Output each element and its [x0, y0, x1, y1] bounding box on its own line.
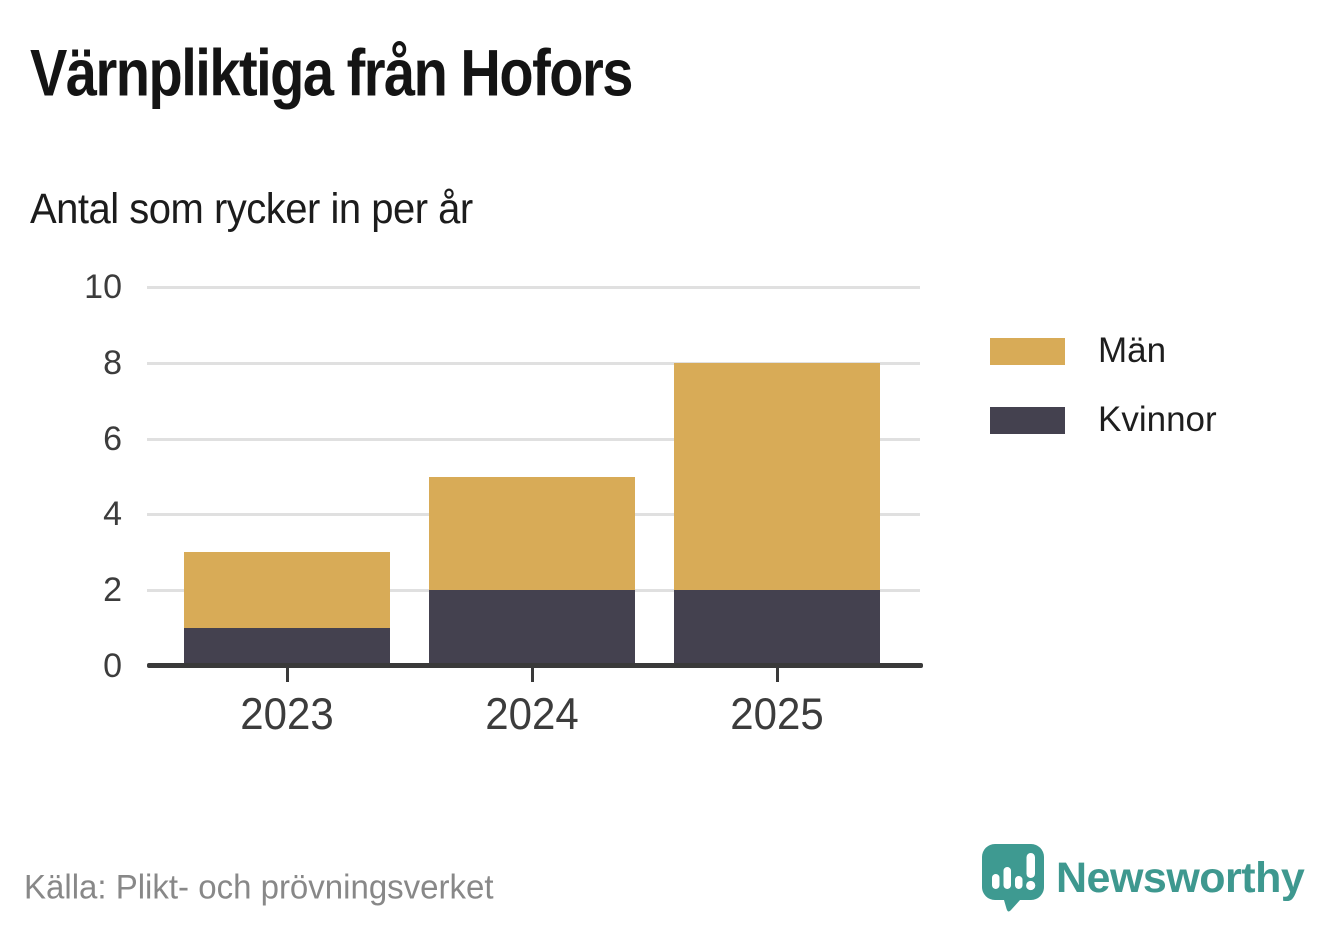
- y-tick-label: 6: [103, 419, 122, 458]
- newsworthy-icon: [982, 844, 1044, 912]
- bar-segment-2023-Män: [184, 552, 390, 629]
- x-tick-label: 2025: [730, 688, 824, 739]
- x-tick-label: 2023: [240, 688, 334, 739]
- newsworthy-wordmark: Newsworthy: [1056, 853, 1305, 902]
- legend-swatch: [990, 337, 1065, 365]
- legend-label: Kvinnor: [1098, 400, 1217, 439]
- x-axis-tick: [285, 668, 289, 682]
- newsworthy-logo: Newsworthy: [981, 843, 1305, 913]
- y-tick-label: 4: [103, 495, 122, 534]
- bar-segment-2025-Män: [674, 362, 880, 591]
- gridline-y6: [147, 437, 920, 441]
- source-note: Källa: Plikt- och prövningsverket: [24, 867, 494, 906]
- y-tick-label: 0: [103, 647, 122, 685]
- bar-segment-2025-Kvinnor: [674, 590, 880, 666]
- bar-segment-2023-Kvinnor: [184, 628, 390, 666]
- legend-item-kvinnor: Kvinnor: [990, 400, 1217, 440]
- x-axis-tick: [775, 668, 779, 682]
- gridline-y10: [147, 286, 920, 289]
- legend-label: Män: [1098, 331, 1167, 370]
- x-axis-tick: [530, 668, 534, 682]
- legend-swatch: [990, 406, 1065, 434]
- chart-title: Värnpliktiga från Hofors: [30, 35, 633, 110]
- chart-subtitle: Antal som rycker in per år: [30, 186, 473, 233]
- y-tick-label: 8: [103, 343, 122, 382]
- bar-segment-2024-Män: [429, 476, 635, 591]
- bar-segment-2024-Kvinnor: [429, 590, 635, 666]
- legend: Män Kvinnor: [990, 331, 1217, 469]
- legend-item-män: Män: [990, 331, 1217, 371]
- x-tick-label: 2024: [485, 688, 579, 739]
- x-axis-line: [147, 663, 923, 668]
- gridline-y8: [147, 361, 920, 365]
- y-tick-label: 2: [103, 571, 122, 610]
- y-tick-label: 10: [84, 268, 122, 306]
